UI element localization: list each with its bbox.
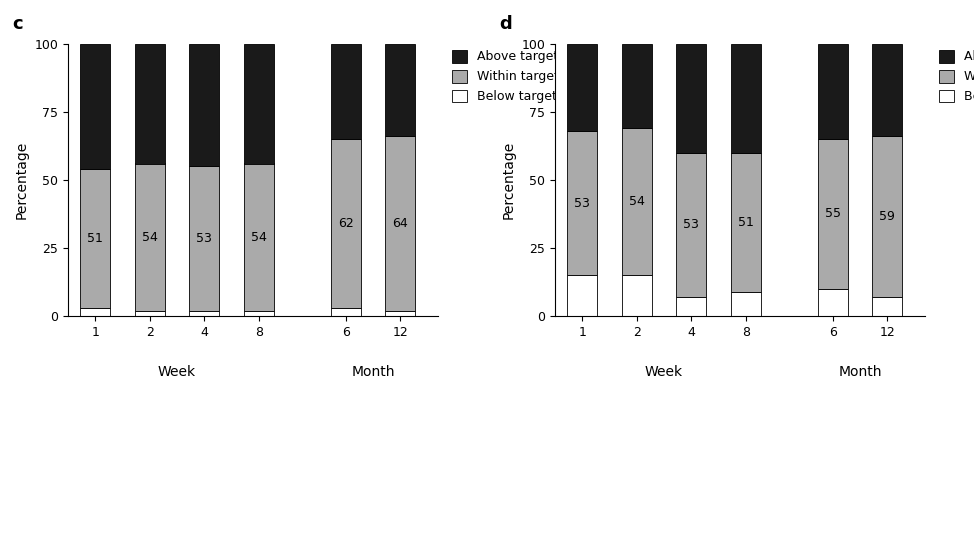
Bar	[134, 164, 165, 311]
Text: Week: Week	[158, 365, 196, 379]
Bar	[730, 153, 761, 292]
Bar	[81, 169, 110, 308]
Bar	[134, 44, 165, 164]
Bar	[873, 297, 902, 316]
Text: 62: 62	[338, 217, 354, 230]
Text: 53: 53	[575, 197, 590, 209]
Text: 53: 53	[197, 232, 212, 245]
Text: 59: 59	[880, 210, 895, 223]
Text: 51: 51	[737, 216, 754, 228]
Bar	[676, 153, 706, 297]
Bar	[568, 131, 597, 275]
Text: 54: 54	[629, 195, 645, 208]
Legend: Above target, Within target, Below target: Above target, Within target, Below targe…	[452, 50, 559, 103]
Bar	[134, 311, 165, 316]
Bar	[818, 289, 847, 316]
Bar	[331, 308, 360, 316]
Text: d: d	[500, 15, 512, 33]
Bar	[331, 139, 360, 308]
Bar	[81, 308, 110, 316]
Bar	[621, 128, 652, 275]
Bar	[81, 44, 110, 169]
Bar	[244, 311, 274, 316]
Text: 53: 53	[684, 219, 699, 231]
Bar	[621, 275, 652, 316]
Bar	[386, 44, 415, 136]
Bar	[386, 136, 415, 311]
Bar	[818, 44, 847, 139]
Bar	[189, 311, 219, 316]
Bar	[189, 44, 219, 166]
Text: 64: 64	[393, 217, 408, 230]
Bar	[189, 166, 219, 311]
Bar	[730, 292, 761, 316]
Text: Month: Month	[839, 365, 881, 379]
Bar	[730, 44, 761, 153]
Text: Month: Month	[352, 365, 394, 379]
Text: c: c	[13, 15, 23, 33]
Bar	[244, 44, 274, 164]
Bar	[676, 44, 706, 153]
Text: 54: 54	[142, 231, 158, 244]
Y-axis label: Percentage: Percentage	[15, 141, 29, 219]
Bar	[818, 139, 847, 289]
Text: 51: 51	[88, 232, 103, 245]
Text: 55: 55	[825, 208, 841, 220]
Bar	[244, 164, 274, 311]
Text: Week: Week	[645, 365, 683, 379]
Bar	[568, 44, 597, 131]
Bar	[621, 44, 652, 128]
Y-axis label: Percentage: Percentage	[502, 141, 516, 219]
Bar	[331, 44, 360, 139]
Bar	[873, 44, 902, 136]
Bar	[568, 275, 597, 316]
Bar	[676, 297, 706, 316]
Text: 54: 54	[250, 231, 267, 244]
Bar	[386, 311, 415, 316]
Bar	[873, 136, 902, 297]
Legend: Above target, Within target, Below target: Above target, Within target, Below targe…	[939, 50, 974, 103]
